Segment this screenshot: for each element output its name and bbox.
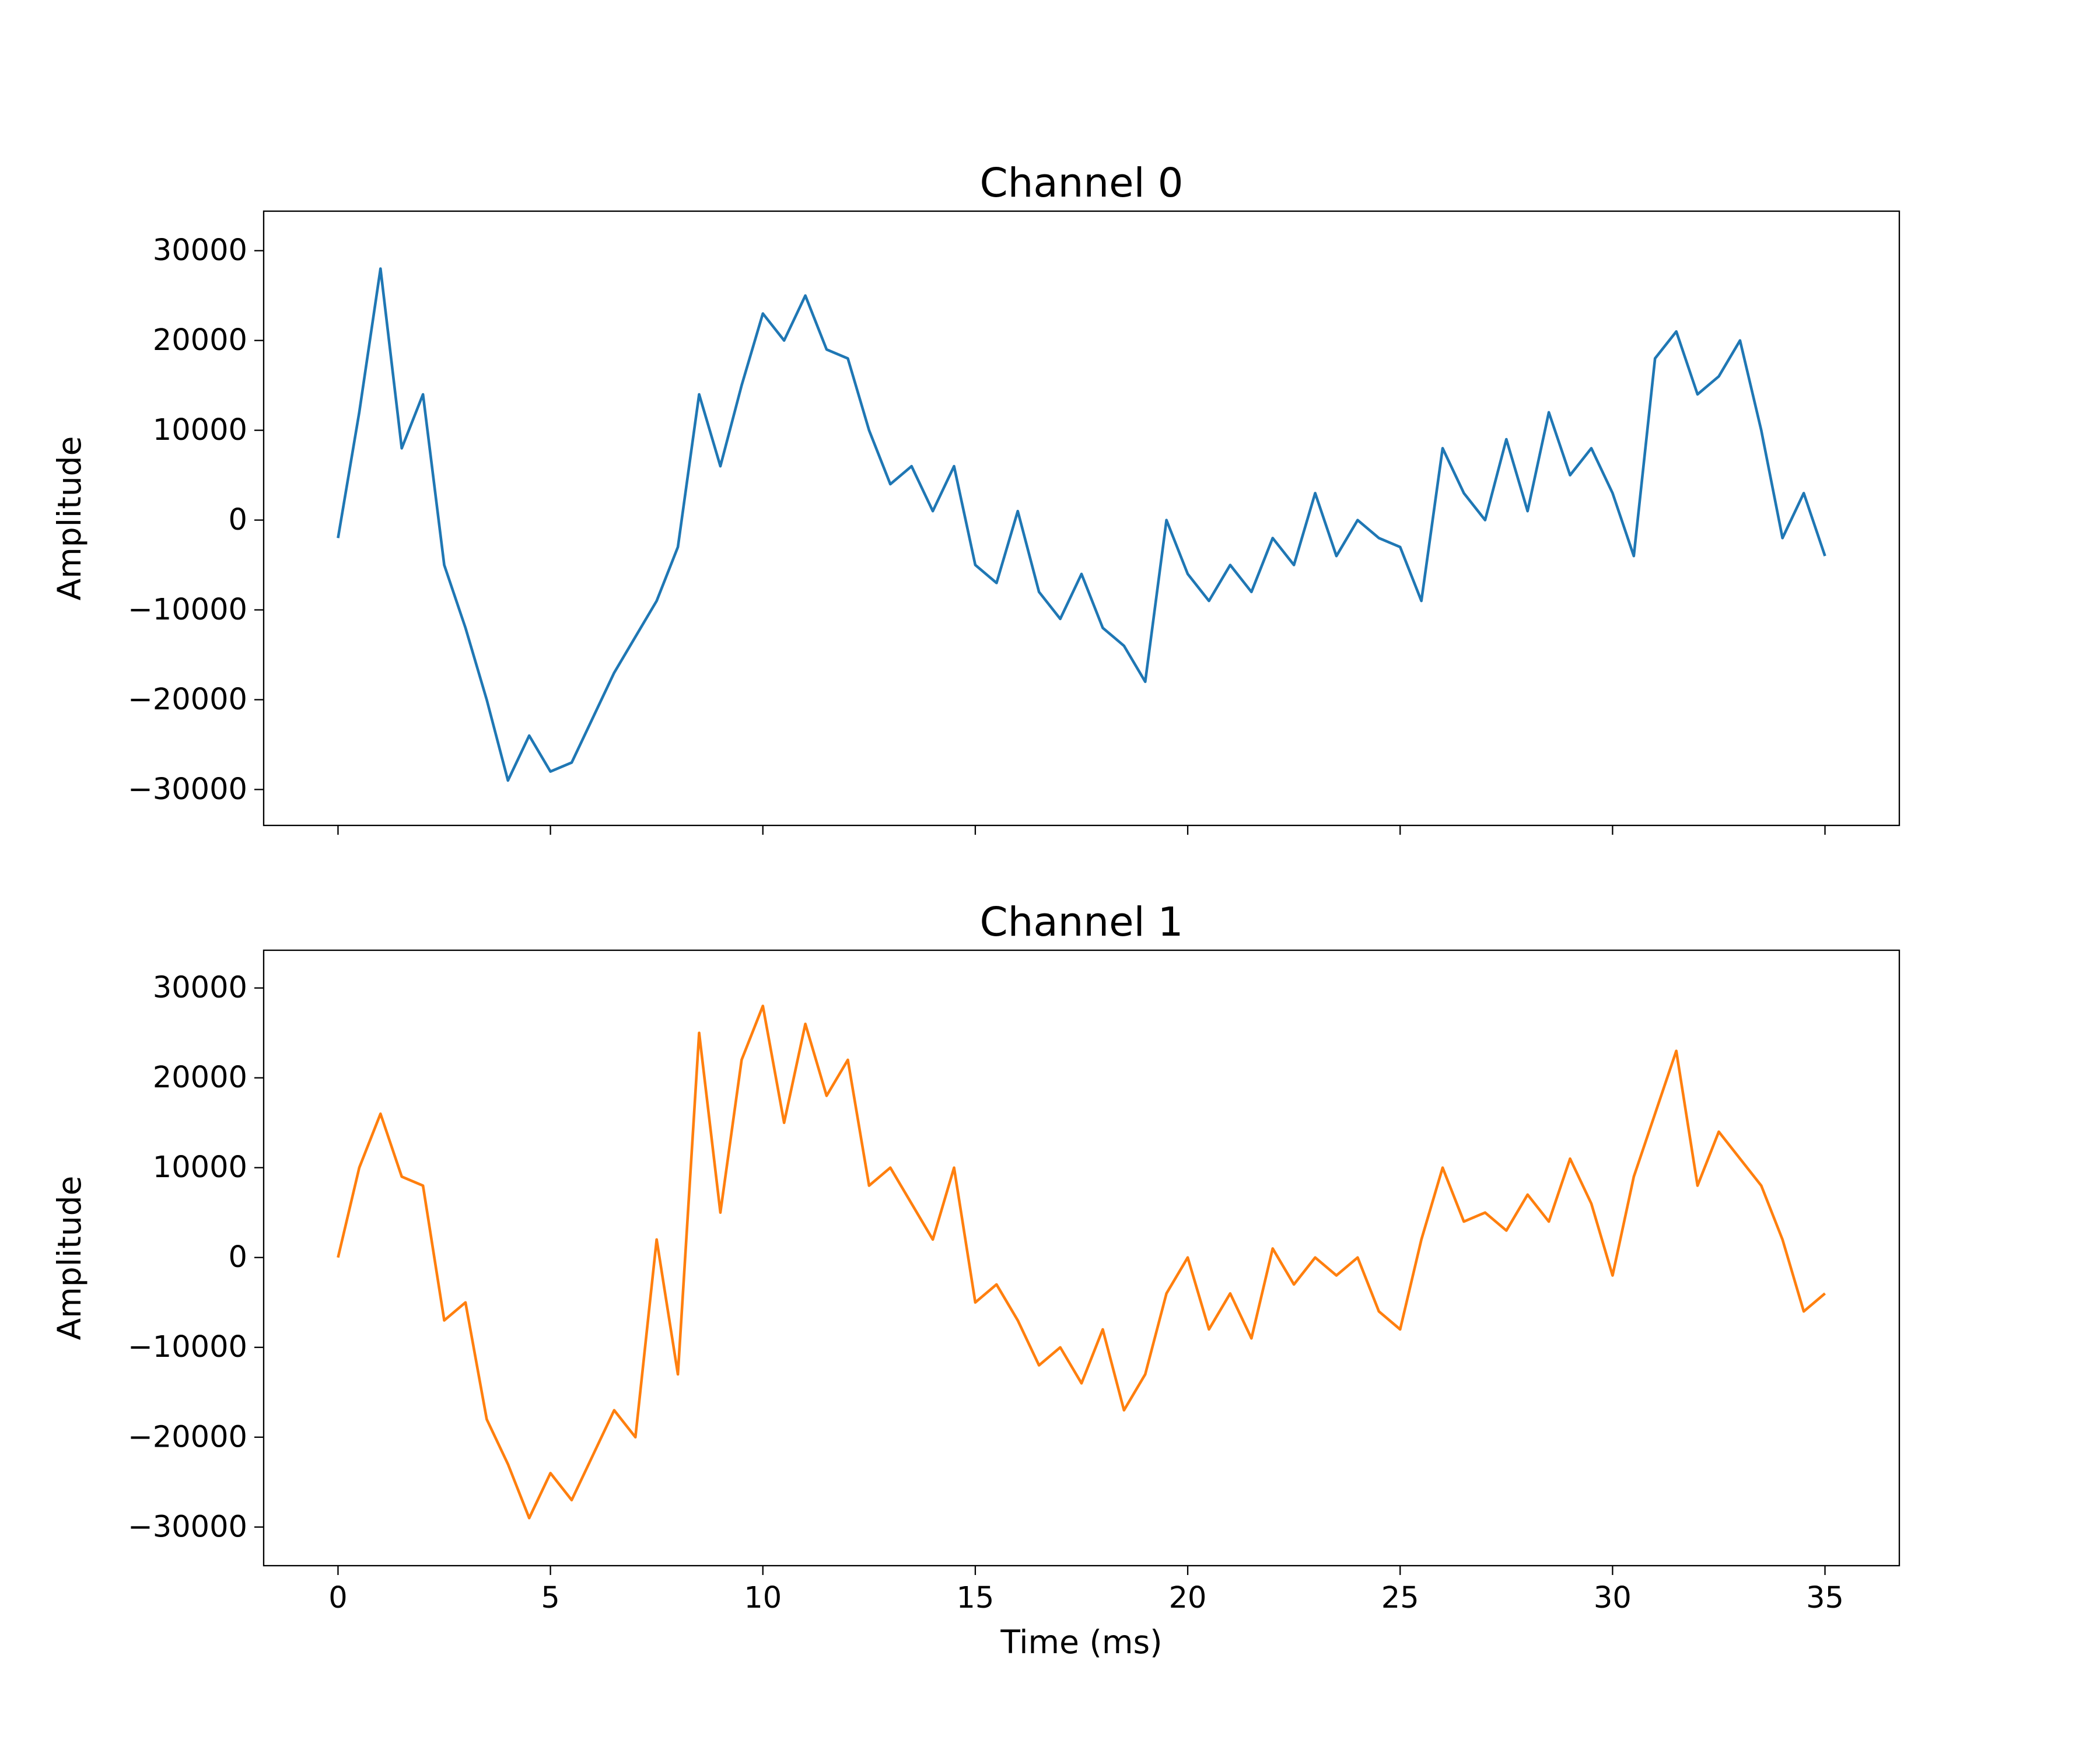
y-tick-label: 30000 <box>153 233 247 268</box>
y-axis-label: Amplitude <box>51 436 88 601</box>
x-tick-label: 35 <box>1806 1581 1844 1615</box>
y-axis-label: Amplitude <box>51 1176 88 1340</box>
y-tick-label: 10000 <box>153 413 247 447</box>
axes-title: Channel 1 <box>979 899 1183 946</box>
y-tick-label: −10000 <box>128 1330 247 1364</box>
x-tick-label: 0 <box>328 1581 347 1615</box>
y-tick-label: −20000 <box>128 1420 247 1454</box>
x-tick-label: 10 <box>744 1581 782 1615</box>
y-tick-label: 10000 <box>153 1150 247 1185</box>
data-line <box>337 267 1826 782</box>
y-tick-label: −20000 <box>128 682 247 717</box>
y-tick-label: 0 <box>229 1240 247 1275</box>
y-tick-label: 0 <box>229 503 247 537</box>
x-tick-label: 5 <box>541 1581 559 1615</box>
y-tick-label: −30000 <box>128 772 247 807</box>
data-line <box>337 1005 1826 1520</box>
x-tick-label: 20 <box>1169 1581 1207 1615</box>
x-axis-label: Time (ms) <box>1000 1623 1162 1661</box>
axes-frame <box>262 210 1901 827</box>
y-tick-label: 20000 <box>153 1060 247 1095</box>
y-tick-label: 20000 <box>153 323 247 358</box>
x-tick-label: 15 <box>956 1581 994 1615</box>
y-tick-label: −30000 <box>128 1510 247 1544</box>
y-tick-label: 30000 <box>153 971 247 1005</box>
axes-frame <box>262 949 1901 1567</box>
x-tick-label: 30 <box>1594 1581 1632 1615</box>
x-tick-label: 25 <box>1381 1581 1419 1615</box>
axes-title: Channel 0 <box>979 160 1183 206</box>
y-tick-label: −10000 <box>128 593 247 627</box>
